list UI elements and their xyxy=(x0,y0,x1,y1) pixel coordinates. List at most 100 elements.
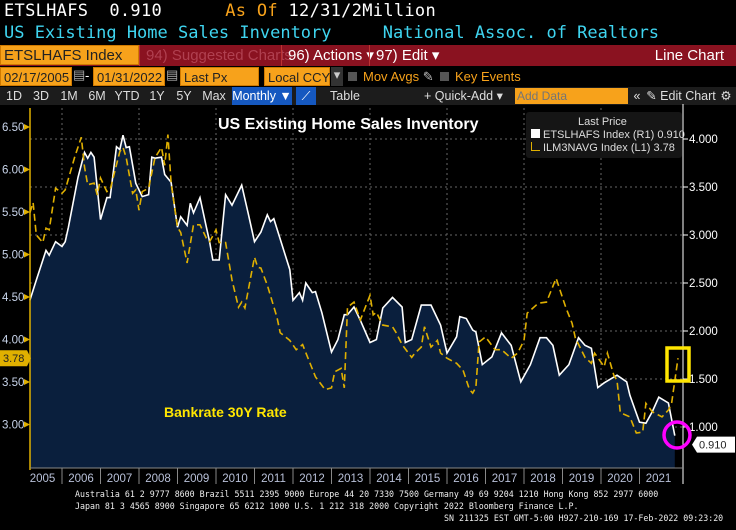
legend: Last Price ETSLHAFS Index (R1) 0.910 ILM… xyxy=(526,112,685,158)
as-of-label: As Of xyxy=(225,1,278,21)
add-data-input[interactable] xyxy=(515,88,628,104)
last-value: 0.910 xyxy=(109,1,163,21)
legend-label: ETSLHAFS Index xyxy=(543,129,630,141)
edit-menu[interactable]: 97) Edit ▾ xyxy=(369,45,445,66)
date-row: 02/17/2005 ▤ - 01/31/2022 ▤ Last Px Loca… xyxy=(0,67,736,86)
left-last-tag xyxy=(0,350,31,367)
x-tick-label: 2009 xyxy=(184,473,210,485)
range-1d[interactable]: 1D xyxy=(6,89,22,103)
chart-title: US Existing Home Sales Inventory xyxy=(218,116,479,133)
right-last-tag-label: 0.910 xyxy=(699,440,727,452)
quick-add-button[interactable]: + Quick-Add ▾ xyxy=(424,89,503,103)
x-tick-label: 2007 xyxy=(107,473,133,485)
x-tick-label: 2017 xyxy=(492,473,518,485)
chevron-down-icon[interactable]: ▾ xyxy=(331,67,343,86)
footer-line-1: Australia 61 2 9777 8600 Brazil 5511 239… xyxy=(75,490,659,500)
legend-axis: (R1) xyxy=(632,129,655,141)
legend-axis: (L1) xyxy=(630,142,651,154)
left-tick xyxy=(24,166,30,173)
x-tick-label: 2013 xyxy=(338,473,364,485)
mov-avgs-label: Mov Avgs xyxy=(363,69,420,84)
legend-item-inventory[interactable]: ETSLHAFS Index (R1) 0.910 xyxy=(531,129,685,141)
footer-line-3: SN 211325 EST GMT-5:00 H927-210-169 17-F… xyxy=(444,514,724,524)
legend-item-rate[interactable]: ILM3NAVG Index (L1) 3.78 xyxy=(531,142,675,154)
end-date-input[interactable]: 01/31/2022 xyxy=(93,67,165,86)
left-tick-label: 5.50 xyxy=(2,207,24,219)
x-tick-label: 2012 xyxy=(299,473,325,485)
x-tick-label: 2010 xyxy=(222,473,248,485)
left-tick xyxy=(24,251,30,258)
left-tick xyxy=(24,421,30,428)
left-tick-label: 6.50 xyxy=(2,122,24,134)
axes: 4.000 3.500 3.000 2.500 2.000 1.500 1.000 6.50 6… xyxy=(0,104,735,485)
left-tick xyxy=(24,209,30,215)
suggested-charts-button[interactable]: 94) Suggested Charts xyxy=(139,45,298,66)
right-tick-label: 3.000 xyxy=(689,230,718,242)
range-3d[interactable]: 3D xyxy=(33,89,49,103)
security-header: ETSLHAFS 0.910 As Of 12/31/2Million xyxy=(4,1,436,21)
description-header: US Existing Home Sales Inventory Nationa… xyxy=(4,23,659,43)
unit: Million xyxy=(362,1,436,21)
field-select[interactable]: Last Px xyxy=(180,67,259,86)
left-tick-label: 3.00 xyxy=(2,420,24,432)
inventory-line xyxy=(29,135,676,436)
range-5y[interactable]: 5Y xyxy=(176,89,192,103)
x-tick-label: 2005 xyxy=(30,473,56,485)
source: National Assoc. of Realtors xyxy=(382,23,660,43)
x-tick-label: 2011 xyxy=(261,473,286,485)
key-events-label: Key Events xyxy=(455,69,521,84)
right-tick-label: 4.000 xyxy=(689,134,718,146)
calendar-icon[interactable]: ▤ xyxy=(73,67,86,82)
currency-select[interactable]: Local CCY xyxy=(264,67,330,86)
range-max[interactable]: Max xyxy=(202,89,226,103)
x-tick-label: 2014 xyxy=(376,473,402,485)
security-name: US Existing Home Sales Inventory xyxy=(4,23,332,43)
x-tick-label: 2018 xyxy=(530,473,556,485)
annotation-circle xyxy=(662,420,692,450)
calendar-icon[interactable]: ▤ xyxy=(166,67,179,82)
right-tick-label: 1.000 xyxy=(689,422,718,434)
left-tick-label: 4.50 xyxy=(2,292,24,304)
checkbox[interactable] xyxy=(440,72,449,81)
dashed-swatch-icon xyxy=(531,142,540,151)
footer-line-2: Japan 81 3 4565 8900 Singapore 65 6212 1… xyxy=(75,502,579,512)
checkbox[interactable] xyxy=(348,72,357,81)
inventory-area xyxy=(29,135,675,468)
collapse-button[interactable]: « xyxy=(633,89,641,103)
range-1m[interactable]: 1M xyxy=(60,89,78,103)
left-tick-label: 6.00 xyxy=(2,165,24,177)
ticker: ETSLHAFS xyxy=(4,1,89,21)
x-tick-label: 2008 xyxy=(145,473,171,485)
legend-last: 0.910 xyxy=(657,129,685,141)
range-6m[interactable]: 6M xyxy=(88,89,106,103)
table-button[interactable]: Table xyxy=(330,89,360,103)
right-tick-label: 2.500 xyxy=(689,278,718,290)
x-tick-label: 2015 xyxy=(415,473,441,485)
range-ytd[interactable]: YTD xyxy=(114,89,140,103)
security-input[interactable]: ETSLHAFS Index xyxy=(0,45,139,65)
right-tick-label: 1.500 xyxy=(689,374,718,386)
key-events-toggle[interactable]: Key Events xyxy=(440,69,521,84)
start-date-input[interactable]: 02/17/2005 xyxy=(0,67,72,86)
edit-chart-button[interactable]: ✎ Edit Chart xyxy=(646,89,716,103)
line-chart-icon[interactable]: ⟋ xyxy=(296,87,316,105)
x-tick-label: 2019 xyxy=(569,473,595,485)
range-1y[interactable]: 1Y xyxy=(149,89,165,103)
gear-icon[interactable]: ⚙ xyxy=(720,89,732,103)
left-tick-label: 5.00 xyxy=(2,250,24,262)
left-tick xyxy=(24,294,30,300)
white-swatch-icon xyxy=(531,129,540,138)
legend-header: Last Price xyxy=(578,116,627,128)
actions-menu[interactable]: 96) Actions ▾ xyxy=(281,45,380,66)
rate-annotation: Bankrate 30Y Rate xyxy=(164,404,287,420)
date-separator: - xyxy=(85,68,90,83)
command-bar: ETSLHAFS Index 94) Suggested Charts 96) … xyxy=(0,45,736,66)
annotation-box xyxy=(665,346,691,383)
mov-avgs-toggle[interactable]: Mov Avgs ✎ xyxy=(348,69,434,85)
period-select[interactable]: Monthly ▼ xyxy=(232,87,292,105)
left-tick xyxy=(24,379,30,385)
pencil-icon[interactable]: ✎ xyxy=(422,69,434,84)
legend-last: 3.78 xyxy=(653,142,675,154)
left-tick xyxy=(24,124,30,130)
right-tick-label: 3.500 xyxy=(689,182,718,194)
